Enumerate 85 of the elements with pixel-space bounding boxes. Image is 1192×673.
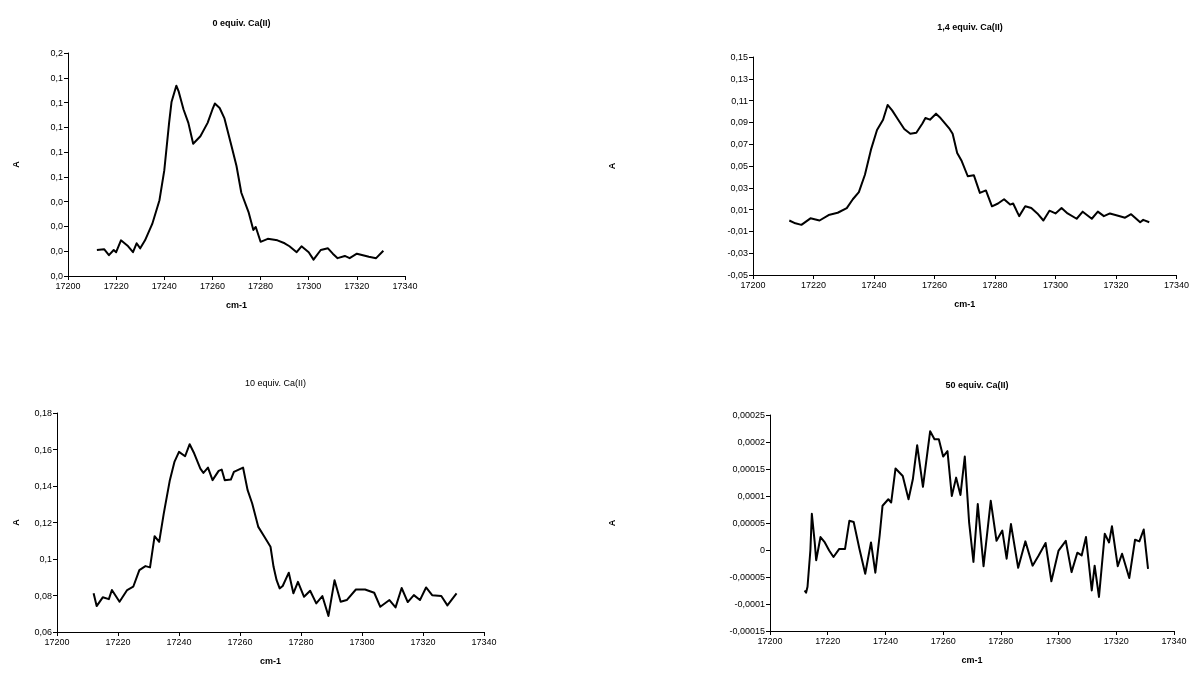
y-tick-label: 0,00005 bbox=[732, 518, 765, 528]
y-tick-label: 0,16 bbox=[34, 444, 52, 455]
x-tick-label: 17220 bbox=[103, 280, 129, 291]
x-axis-title: cm-1 bbox=[259, 655, 282, 666]
x-tick-label: 17280 bbox=[988, 635, 1014, 646]
y-tick-label: 0,0002 bbox=[737, 437, 765, 447]
y-tick-label: 0,01 bbox=[730, 204, 748, 215]
chart-title: 10 equiv. Ca(II) bbox=[245, 377, 306, 388]
y-tick-label: 0,0 bbox=[50, 271, 63, 281]
y-tick-label: 0,0001 bbox=[737, 491, 765, 501]
x-tick-label: 17300 bbox=[1042, 279, 1069, 290]
y-tick-label: 0,1 bbox=[50, 122, 63, 133]
line-series bbox=[95, 84, 385, 261]
y-tick-label: -0,01 bbox=[727, 226, 748, 237]
x-tick-label: 17200 bbox=[757, 635, 783, 646]
x-tick-label: 17240 bbox=[872, 635, 898, 646]
y-tick-label: 0,06 bbox=[34, 627, 52, 637]
x-tick-label: 17240 bbox=[151, 280, 177, 291]
y-tick-label: 0,0 bbox=[50, 246, 63, 257]
y-tick-label: 0,15 bbox=[730, 52, 748, 62]
y-tick-label: 0,03 bbox=[730, 182, 748, 193]
x-tick-label: 17300 bbox=[349, 636, 375, 647]
y-tick-label: 0,1 bbox=[50, 147, 63, 158]
x-tick-label: 17340 bbox=[1161, 635, 1187, 646]
y-tick-label: -0,05 bbox=[727, 270, 748, 280]
y-axis-title: A bbox=[10, 160, 21, 168]
x-tick-label: 17200 bbox=[55, 280, 81, 291]
x-axis-title: cm-1 bbox=[954, 298, 976, 309]
y-tick-label: -0,00005 bbox=[729, 572, 765, 582]
x-tick-label: 17240 bbox=[861, 279, 887, 290]
x-tick-label: 17220 bbox=[800, 279, 827, 290]
y-tick-label: 0 bbox=[759, 545, 765, 555]
chart-title: 50 equiv. Ca(II) bbox=[945, 379, 1009, 390]
x-tick-label: 17200 bbox=[44, 636, 70, 647]
x-tick-label: 17220 bbox=[815, 635, 841, 646]
y-tick-label: 0,2 bbox=[50, 48, 63, 58]
y-tick-label: 0,1 bbox=[50, 97, 63, 108]
y-tick-label: 0,00025 bbox=[732, 410, 765, 420]
x-tick-label: 17280 bbox=[288, 636, 314, 647]
chart-title: 1,4 equiv. Ca(II) bbox=[937, 21, 1003, 32]
y-tick-label: 0,0 bbox=[50, 196, 63, 207]
y-tick-label: 0,09 bbox=[730, 117, 748, 128]
x-tick-label: 17220 bbox=[105, 636, 131, 647]
y-tick-label: 0,00015 bbox=[732, 464, 765, 474]
x-tick-label: 17260 bbox=[227, 636, 253, 647]
y-tick-label: 0,07 bbox=[730, 139, 748, 150]
y-axis-title: A bbox=[606, 519, 617, 527]
x-tick-label: 17280 bbox=[982, 279, 1008, 290]
x-tick-label: 17300 bbox=[296, 280, 322, 291]
y-tick-label: 0,0 bbox=[50, 221, 63, 232]
line-series bbox=[92, 443, 458, 617]
y-tick-label: 0,08 bbox=[34, 590, 52, 601]
x-tick-label: 17320 bbox=[344, 280, 370, 291]
line-series bbox=[803, 430, 1150, 598]
y-tick-label: 0,14 bbox=[34, 481, 52, 491]
x-tick-label: 17340 bbox=[1163, 279, 1189, 290]
y-tick-label: 0,12 bbox=[34, 517, 52, 528]
x-tick-label: 17320 bbox=[1103, 279, 1129, 290]
x-tick-label: 17320 bbox=[1103, 635, 1129, 646]
x-tick-label: 17280 bbox=[248, 280, 274, 291]
y-tick-label: 0,1 bbox=[50, 72, 63, 83]
y-axis-title: A bbox=[606, 162, 617, 170]
y-tick-label: 0,1 bbox=[50, 171, 63, 182]
y-tick-label: 0,11 bbox=[731, 95, 748, 106]
x-axis-title: cm-1 bbox=[225, 299, 248, 310]
y-tick-label: 0,1 bbox=[39, 554, 52, 564]
y-tick-label: -0,00015 bbox=[729, 626, 765, 636]
x-tick-label: 17240 bbox=[166, 636, 192, 647]
y-tick-label: 0,18 bbox=[34, 408, 52, 418]
x-tick-label: 17340 bbox=[392, 280, 418, 291]
x-tick-label: 17340 bbox=[471, 636, 497, 647]
y-axis-title: A bbox=[10, 518, 21, 526]
x-axis-title: cm-1 bbox=[961, 654, 983, 665]
chart-title: 0 equiv. Ca(II) bbox=[212, 17, 271, 28]
x-tick-label: 17260 bbox=[930, 635, 956, 646]
x-tick-label: 17320 bbox=[410, 636, 436, 647]
x-tick-label: 17200 bbox=[740, 279, 766, 290]
y-tick-label: 0,13 bbox=[730, 73, 748, 84]
y-tick-label: 0,05 bbox=[730, 161, 748, 171]
y-tick-label: -0,03 bbox=[727, 248, 748, 259]
x-tick-label: 17300 bbox=[1046, 635, 1072, 646]
x-tick-label: 17260 bbox=[199, 280, 225, 291]
x-tick-label: 17260 bbox=[921, 279, 948, 290]
line-series bbox=[788, 103, 1151, 226]
y-tick-label: -0,0001 bbox=[734, 599, 765, 609]
